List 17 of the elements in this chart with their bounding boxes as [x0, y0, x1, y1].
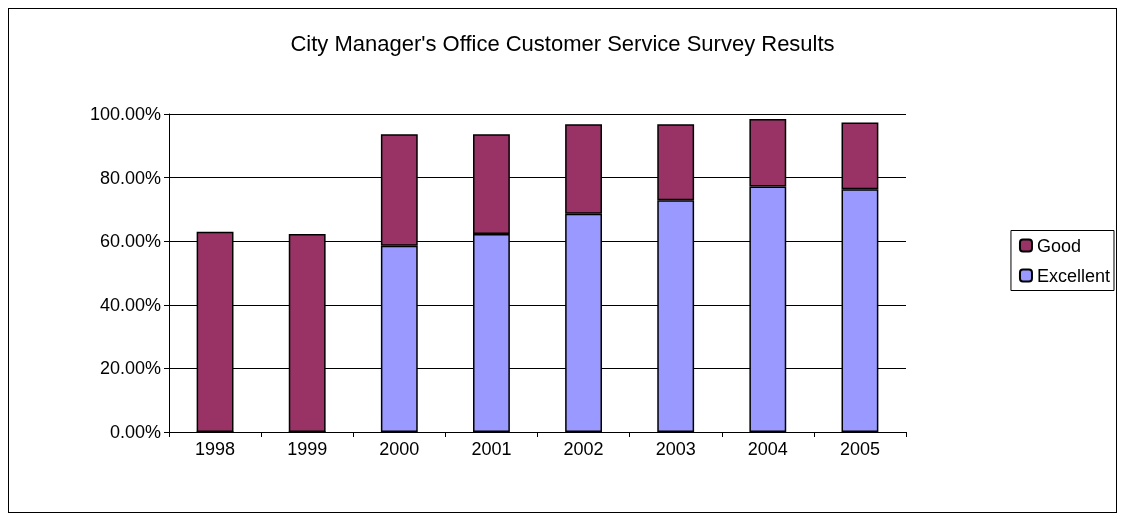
legend-label: Good [1036, 235, 1082, 256]
x-tick-label: 2005 [839, 439, 880, 459]
chart-title: City Manager's Office Customer Service Survey Results [290, 30, 835, 56]
y-tick-label: 100.00% [89, 104, 161, 124]
legend-label: Excellent [1036, 265, 1111, 286]
y-tick-label: 0.00% [109, 422, 161, 442]
x-tick-label: 2003 [655, 439, 696, 459]
x-tick-label: 2002 [563, 439, 604, 459]
y-tick-label: 20.00% [99, 358, 161, 379]
y-tick-label: 80.00% [99, 167, 161, 188]
y-tick-label: 60.00% [99, 231, 161, 252]
x-tick-label: 2004 [747, 439, 788, 459]
y-tick-label: 40.00% [99, 294, 161, 315]
x-tick-label: 1999 [287, 439, 328, 459]
x-tick-label: 1998 [195, 439, 236, 459]
x-tick-label: 2001 [471, 439, 512, 459]
x-tick-label: 2000 [379, 439, 420, 459]
